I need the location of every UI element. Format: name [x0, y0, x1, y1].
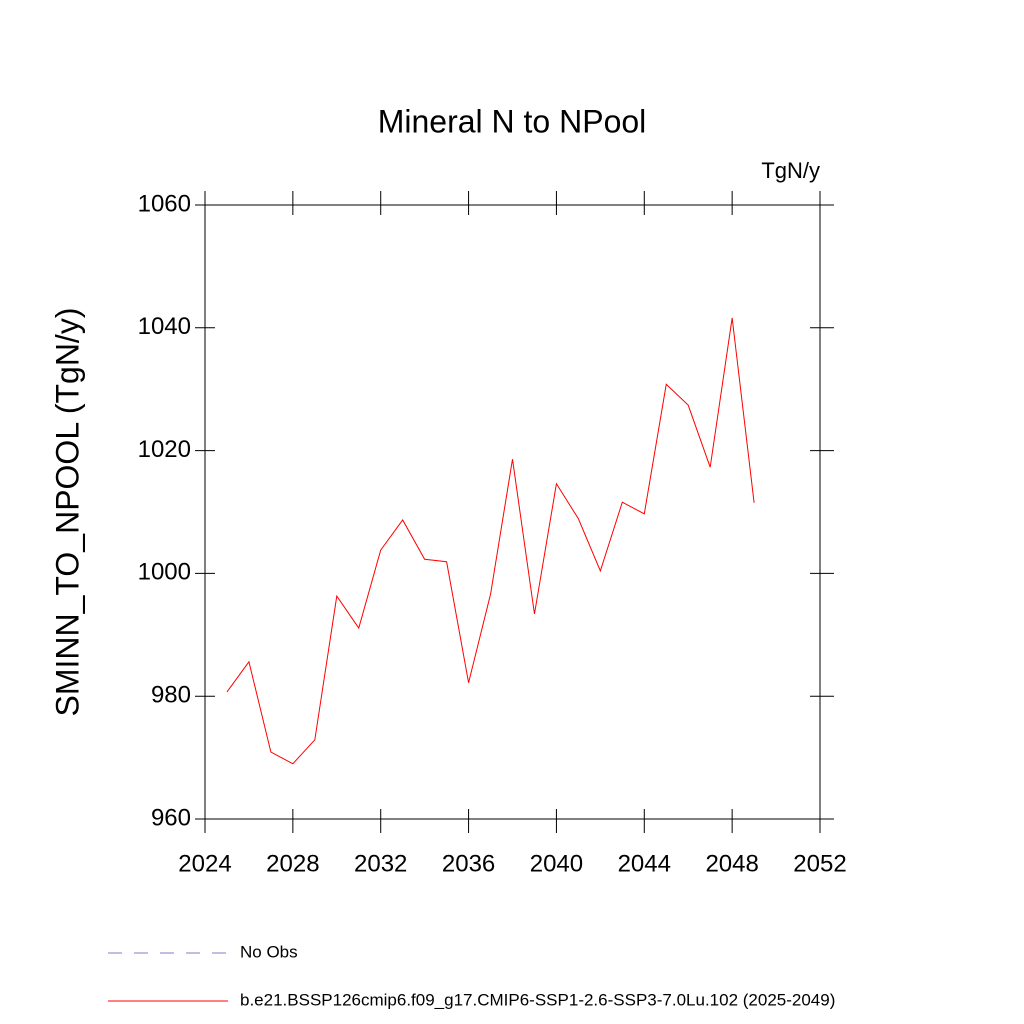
legend-label: b.e21.BSSP126cmip6.f09_g17.CMIP6-SSP1-2.…: [240, 990, 835, 1009]
y-tick-label: 1060: [138, 190, 191, 217]
chart-title: Mineral N to NPool: [378, 103, 647, 139]
x-tick-label: 2048: [705, 850, 758, 877]
y-tick-label: 1000: [138, 559, 191, 586]
units-label: TgN/y: [761, 158, 820, 183]
y-tick-label: 980: [151, 682, 191, 709]
legend-label: No Obs: [240, 942, 298, 961]
x-tick-label: 2044: [618, 850, 671, 877]
x-tick-label: 2052: [793, 850, 846, 877]
y-tick-label: 1040: [138, 313, 191, 340]
y-axis-label: SMINN_TO_NPOOL (TgN/y): [49, 308, 85, 717]
x-tick-label: 2028: [266, 850, 319, 877]
x-tick-label: 2040: [530, 850, 583, 877]
x-tick-label: 2024: [178, 850, 231, 877]
y-tick-label: 960: [151, 804, 191, 831]
y-tick-label: 1020: [138, 436, 191, 463]
plot-frame: [204, 204, 821, 820]
x-tick-label: 2032: [354, 850, 407, 877]
data-line: [226, 317, 755, 765]
x-tick-label: 2036: [442, 850, 495, 877]
